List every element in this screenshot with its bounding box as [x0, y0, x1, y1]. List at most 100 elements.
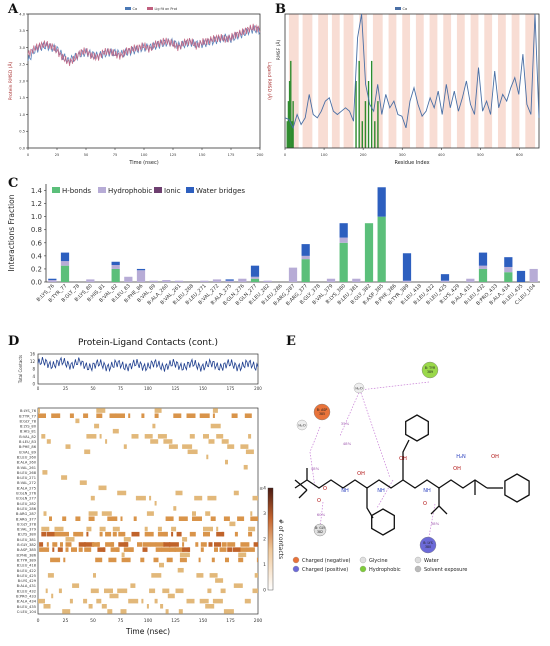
- heatmap-cell: [245, 449, 254, 455]
- secondary-structure-band: [302, 14, 313, 148]
- heatmap-cell: [144, 434, 153, 439]
- bar-hydrophobic: [86, 279, 95, 282]
- heatmap-row-label: B:GLY_378: [17, 522, 37, 526]
- heatmap-cell: [203, 531, 210, 537]
- interaction-percent: 48%: [311, 466, 320, 471]
- heatmap-cell: [166, 557, 173, 563]
- heatmap-cell: [109, 413, 117, 418]
- heatmap-cell: [211, 557, 215, 563]
- heatmap-cell: [212, 408, 218, 413]
- heatmap-cell: [155, 542, 165, 547]
- panel-letter-b: B: [275, 2, 286, 17]
- heatmap-cell: [150, 542, 157, 547]
- heatmap-cell: [123, 537, 131, 542]
- atom-label: NH: [423, 488, 431, 494]
- bar-hydrophobic: [225, 280, 234, 282]
- secondary-structure-band: [288, 14, 299, 148]
- heatmap-cell: [189, 531, 196, 537]
- heatmap-cell: [212, 413, 215, 418]
- heatmap-cell: [75, 418, 80, 424]
- heatmap-cell: [144, 531, 154, 537]
- secondary-structure-band: [331, 14, 340, 148]
- heatmap-cell: [252, 495, 258, 501]
- heatmap-cell: [223, 609, 234, 614]
- heatmap-row-label: B:PHE_386: [17, 553, 37, 557]
- heatmap-cell: [38, 598, 45, 604]
- heatmap-cell: [196, 573, 204, 578]
- legend-label: Hydrophobic: [369, 567, 401, 573]
- bar-hydrophobic: [250, 276, 260, 279]
- bar-hydrophobic: [440, 280, 450, 282]
- heatmap-cell: [234, 531, 238, 537]
- heatmap-cell: [233, 583, 243, 588]
- legend-label: Hydrophobic: [108, 187, 152, 195]
- interaction-line: [376, 479, 394, 509]
- secondary-structure-band: [497, 14, 506, 148]
- heatmap-cell: [171, 526, 177, 532]
- y-tick-label: 2.5: [19, 63, 25, 67]
- x-tick-label: 300: [399, 153, 407, 157]
- heatmap-x-tick-label: 175: [226, 618, 235, 624]
- secondary-structure-band: [456, 14, 465, 148]
- bar-hydrophobic: [402, 280, 412, 282]
- legend-swatch: [186, 187, 194, 193]
- series-line-calpha: [284, 13, 540, 130]
- heatmap-cell: [221, 439, 229, 444]
- heatmap-cell: [78, 542, 86, 547]
- heatmap-row-label: B:LYS_429: [18, 579, 37, 583]
- heatmap-cell: [144, 526, 148, 532]
- heatmap-cell: [165, 609, 169, 614]
- heatmap-cell: [78, 547, 83, 552]
- residue-label: B: GLY: [315, 526, 325, 530]
- legend-swatch: [125, 7, 131, 10]
- y-tick-label: 1.5: [19, 96, 25, 100]
- heatmap-cell: [186, 413, 196, 418]
- interaction-percent: 48%: [343, 441, 352, 446]
- heatmap-cell: [83, 598, 88, 604]
- timeline-x-tick-label: 75: [118, 386, 124, 391]
- atom-label: OH: [491, 454, 499, 460]
- heatmap-cell: [245, 547, 255, 552]
- heatmap-cell: [60, 542, 63, 547]
- timeline-y-tick-label: 0: [32, 382, 35, 387]
- heatmap-row-label: B:LEU_271: [17, 476, 36, 480]
- heatmap-row-label: B:LEU_425: [17, 574, 36, 578]
- heatmap-cell: [178, 516, 188, 521]
- x-tick-label: 100: [321, 153, 329, 157]
- heatmap-cell: [210, 516, 216, 521]
- residue-label: 382: [317, 530, 323, 534]
- contact-bar: [358, 60, 360, 148]
- heatmap-cell: [99, 526, 106, 532]
- heatmap-cell: [192, 516, 202, 521]
- bar-water-bridges: [48, 278, 57, 281]
- secondary-structure-band: [372, 14, 383, 148]
- heatmap-cell: [137, 542, 142, 547]
- residue-label: 385: [319, 412, 325, 416]
- heatmap-cell: [182, 542, 185, 547]
- heatmap-cell: [195, 542, 199, 547]
- heatmap-cell: [142, 542, 151, 547]
- timeline-y-tick-label: 4: [32, 374, 35, 379]
- x-tick-label: 150: [199, 153, 207, 157]
- heatmap-cell: [173, 506, 177, 511]
- heatmap-cell: [121, 552, 125, 558]
- heatmap-row-label: B:LEU_83: [19, 440, 36, 444]
- heatmap-cell: [112, 428, 119, 434]
- heatmap-cell: [209, 573, 218, 578]
- interaction-percent: 38%: [431, 521, 440, 526]
- panel-letter-e: E: [286, 334, 296, 349]
- heatmap-cell: [107, 609, 113, 614]
- bar-h-bonds: [478, 268, 488, 282]
- bar-h-bonds: [111, 268, 120, 282]
- y-axis-label: Protein RMSD (Å): [7, 61, 14, 100]
- heatmap-cell: [161, 547, 171, 552]
- heatmap-cell: [177, 567, 184, 573]
- legend-label: Glycine: [369, 558, 388, 564]
- heatmap-cell: [159, 562, 164, 568]
- heatmap-cell: [203, 434, 209, 439]
- bar-water-bridges: [504, 257, 513, 267]
- heatmap-cell: [105, 439, 108, 444]
- heatmap-row-label: B:ARG_377: [16, 517, 36, 521]
- heatmap-cell: [108, 557, 117, 563]
- heatmap-row-label: B:LEU_418: [17, 564, 37, 568]
